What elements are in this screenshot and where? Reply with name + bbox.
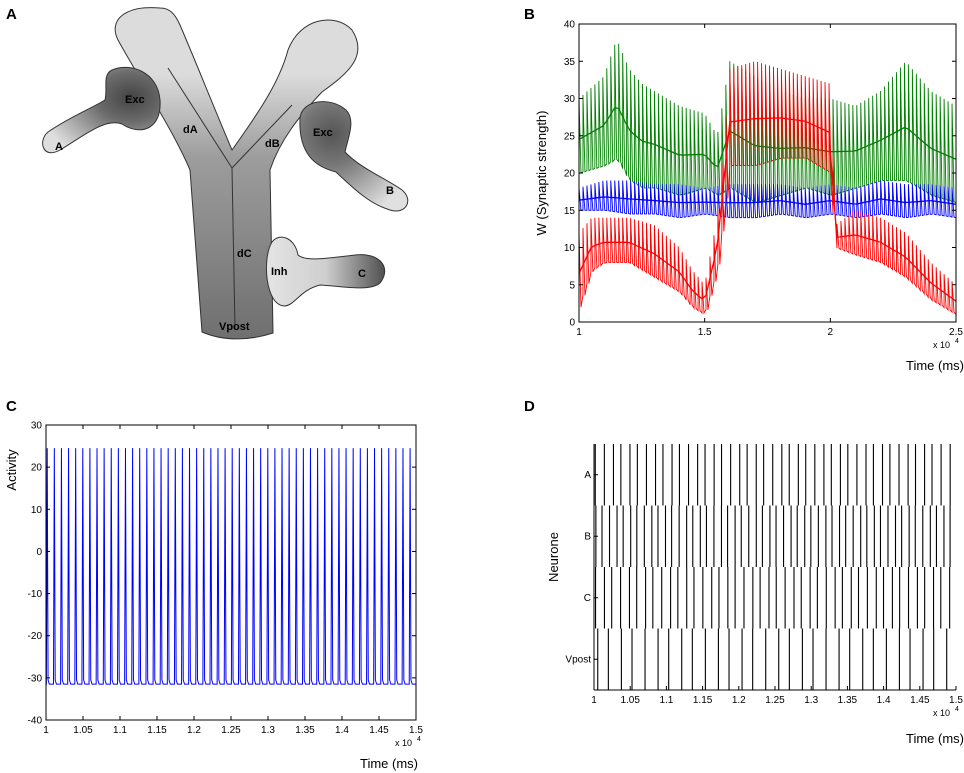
chart-c-xtick-label-2: 1.1 [113, 725, 127, 736]
chart-c-xtick-label-8: 1.4 [335, 725, 349, 736]
chart-raster: A B C Vpost 1 1.05 1.1 1.15 1.2 1.25 1.3 1.35 1.4 1.4… [546, 444, 964, 746]
neuron-c-inh [265, 236, 386, 307]
chart-d-xtick-label-7: 1.35 [838, 695, 858, 706]
raster-row-1 [595, 505, 951, 567]
chart-c-ytick-label-4: 0 [36, 547, 42, 558]
label-exc-b: Exc [313, 127, 333, 139]
dendrite-tree [114, 7, 359, 340]
label-da: dA [183, 124, 198, 136]
chart-d-xtick-label-5: 1.25 [765, 695, 785, 706]
chart-b-ytick-label-3: 15 [564, 206, 576, 217]
raster-row-label-2: C [584, 593, 591, 604]
raster-row-label-0: A [584, 470, 591, 481]
chart-c-xtick-label-3: 1.15 [147, 725, 167, 736]
chart-b-ytick-label-4: 20 [564, 169, 576, 180]
chart-c-ytick-label-3: -10 [28, 589, 43, 600]
chart-d-xtick-label-3: 1.15 [693, 695, 713, 706]
chart-b-ylabel: W (Synaptic strength) [534, 111, 549, 236]
chart-b-ytick-label-7: 35 [564, 57, 576, 68]
series-b-mean-1 [578, 196, 957, 205]
chart-c-ytick-label-0: -40 [28, 716, 43, 727]
chart-d-xtick-label-10: 1.5 [949, 695, 963, 706]
chart-c-xtick-label-7: 1.35 [295, 725, 315, 736]
series-b-mean-2 [578, 117, 957, 302]
label-inh: Inh [271, 266, 288, 278]
chart-b-x-multiplier: x 10 [933, 340, 950, 350]
raster-row-3 [597, 628, 948, 690]
chart-c-xlabel: Time (ms) [360, 756, 418, 771]
chart-c-ytick-label-7: 30 [31, 421, 43, 432]
chart-c-xtick-label-0: 1 [43, 725, 49, 736]
chart-b-ytick-label-2: 10 [564, 243, 576, 254]
neuron-b-exc [299, 101, 409, 212]
chart-b-ytick-label-8: 40 [564, 20, 576, 31]
chart-d-xtick-label-1: 1.05 [620, 695, 640, 706]
chart-d-xlabel: Time (ms) [906, 731, 964, 746]
label-vpost: Vpost [219, 321, 250, 333]
chart-c-x-multiplier: x 10 [395, 738, 412, 748]
chart-c-xtick-label-9: 1.45 [369, 725, 389, 736]
chart-d-xtick-label-2: 1.1 [659, 695, 673, 706]
chart-b-ytick-label-0: 0 [569, 318, 575, 329]
raster-row-2 [595, 567, 951, 629]
series-b-1 [578, 180, 957, 219]
raster-row-label-1: B [584, 531, 591, 542]
chart-c-ytick-label-2: -20 [28, 631, 43, 642]
chart-b-ytick-label-1: 5 [569, 280, 575, 291]
chart-activity: 1 1.05 1.1 1.15 1.2 1.25 1.3 1.35 1.4 1.45 1.5 -40 -… [4, 421, 423, 772]
neuron-diagram: Exc A dA dB Exc B dC Inh C Vpost [42, 7, 409, 340]
chart-c-xtick-label-5: 1.25 [221, 725, 241, 736]
chart-b-xlabel: Time (ms) [906, 358, 964, 373]
panel-letter-a: A [6, 6, 17, 23]
label-exc-a: Exc [125, 94, 145, 106]
label-dc: dC [237, 248, 252, 260]
raster-row-label-3: Vpost [565, 654, 591, 665]
chart-c-xtick-label-4: 1.2 [187, 725, 201, 736]
chart-b-frame [578, 23, 957, 323]
chart-b-x-exponent: 4 [955, 338, 959, 345]
chart-c-xtick-label-1: 1.05 [73, 725, 93, 736]
chart-d-xtick-label-0: 1 [591, 695, 597, 706]
neuron-a-exc [42, 66, 161, 154]
chart-d-xtick-label-9: 1.45 [910, 695, 930, 706]
panel-letter-d: D [524, 398, 535, 415]
chart-c-ytick-label-1: -30 [28, 673, 43, 684]
chart-d-xtick-label-4: 1.2 [732, 695, 746, 706]
series-b-0 [578, 43, 957, 204]
label-db: dB [265, 138, 280, 150]
chart-b-xtick-label-0: 1 [576, 327, 582, 338]
chart-c-ytick-label-5: 10 [31, 505, 43, 516]
chart-b-ytick-label-6: 30 [564, 94, 576, 105]
chart-d-xtick-label-8: 1.4 [877, 695, 891, 706]
chart-c-ytick-label-6: 20 [31, 463, 43, 474]
panel-letter-b: B [524, 6, 535, 23]
raster-row-0 [594, 444, 951, 506]
chart-d-x-exponent: 4 [955, 706, 959, 713]
chart-d-xtick-label-6: 1.3 [804, 695, 818, 706]
chart-b-xtick-label-1: 1.5 [698, 327, 712, 338]
chart-b-xtick-label-2: 2 [828, 327, 834, 338]
chart-synaptic-strength: 1 1.5 2 2.5 0 5 10 15 20 25 30 35 40 x 10 4 Time (ms) W … [534, 20, 964, 374]
panel-letter-c: C [6, 398, 17, 415]
chart-c-xtick-label-10: 1.5 [409, 725, 423, 736]
label-neuron-c: C [358, 268, 366, 280]
chart-b-ytick-label-5: 25 [564, 131, 576, 142]
chart-d-x-multiplier: x 10 [933, 708, 950, 718]
chart-c-xtick-label-6: 1.3 [261, 725, 275, 736]
label-neuron-a: A [55, 141, 63, 153]
chart-d-ylabel: Neurone [546, 532, 561, 582]
chart-c-ylabel: Activity [4, 449, 19, 491]
chart-c-x-exponent: 4 [417, 736, 421, 743]
series-c-activity [45, 448, 416, 685]
chart-b-xtick-label-3: 2.5 [949, 327, 963, 338]
label-neuron-b: B [386, 185, 394, 197]
series-b-2 [578, 61, 957, 316]
